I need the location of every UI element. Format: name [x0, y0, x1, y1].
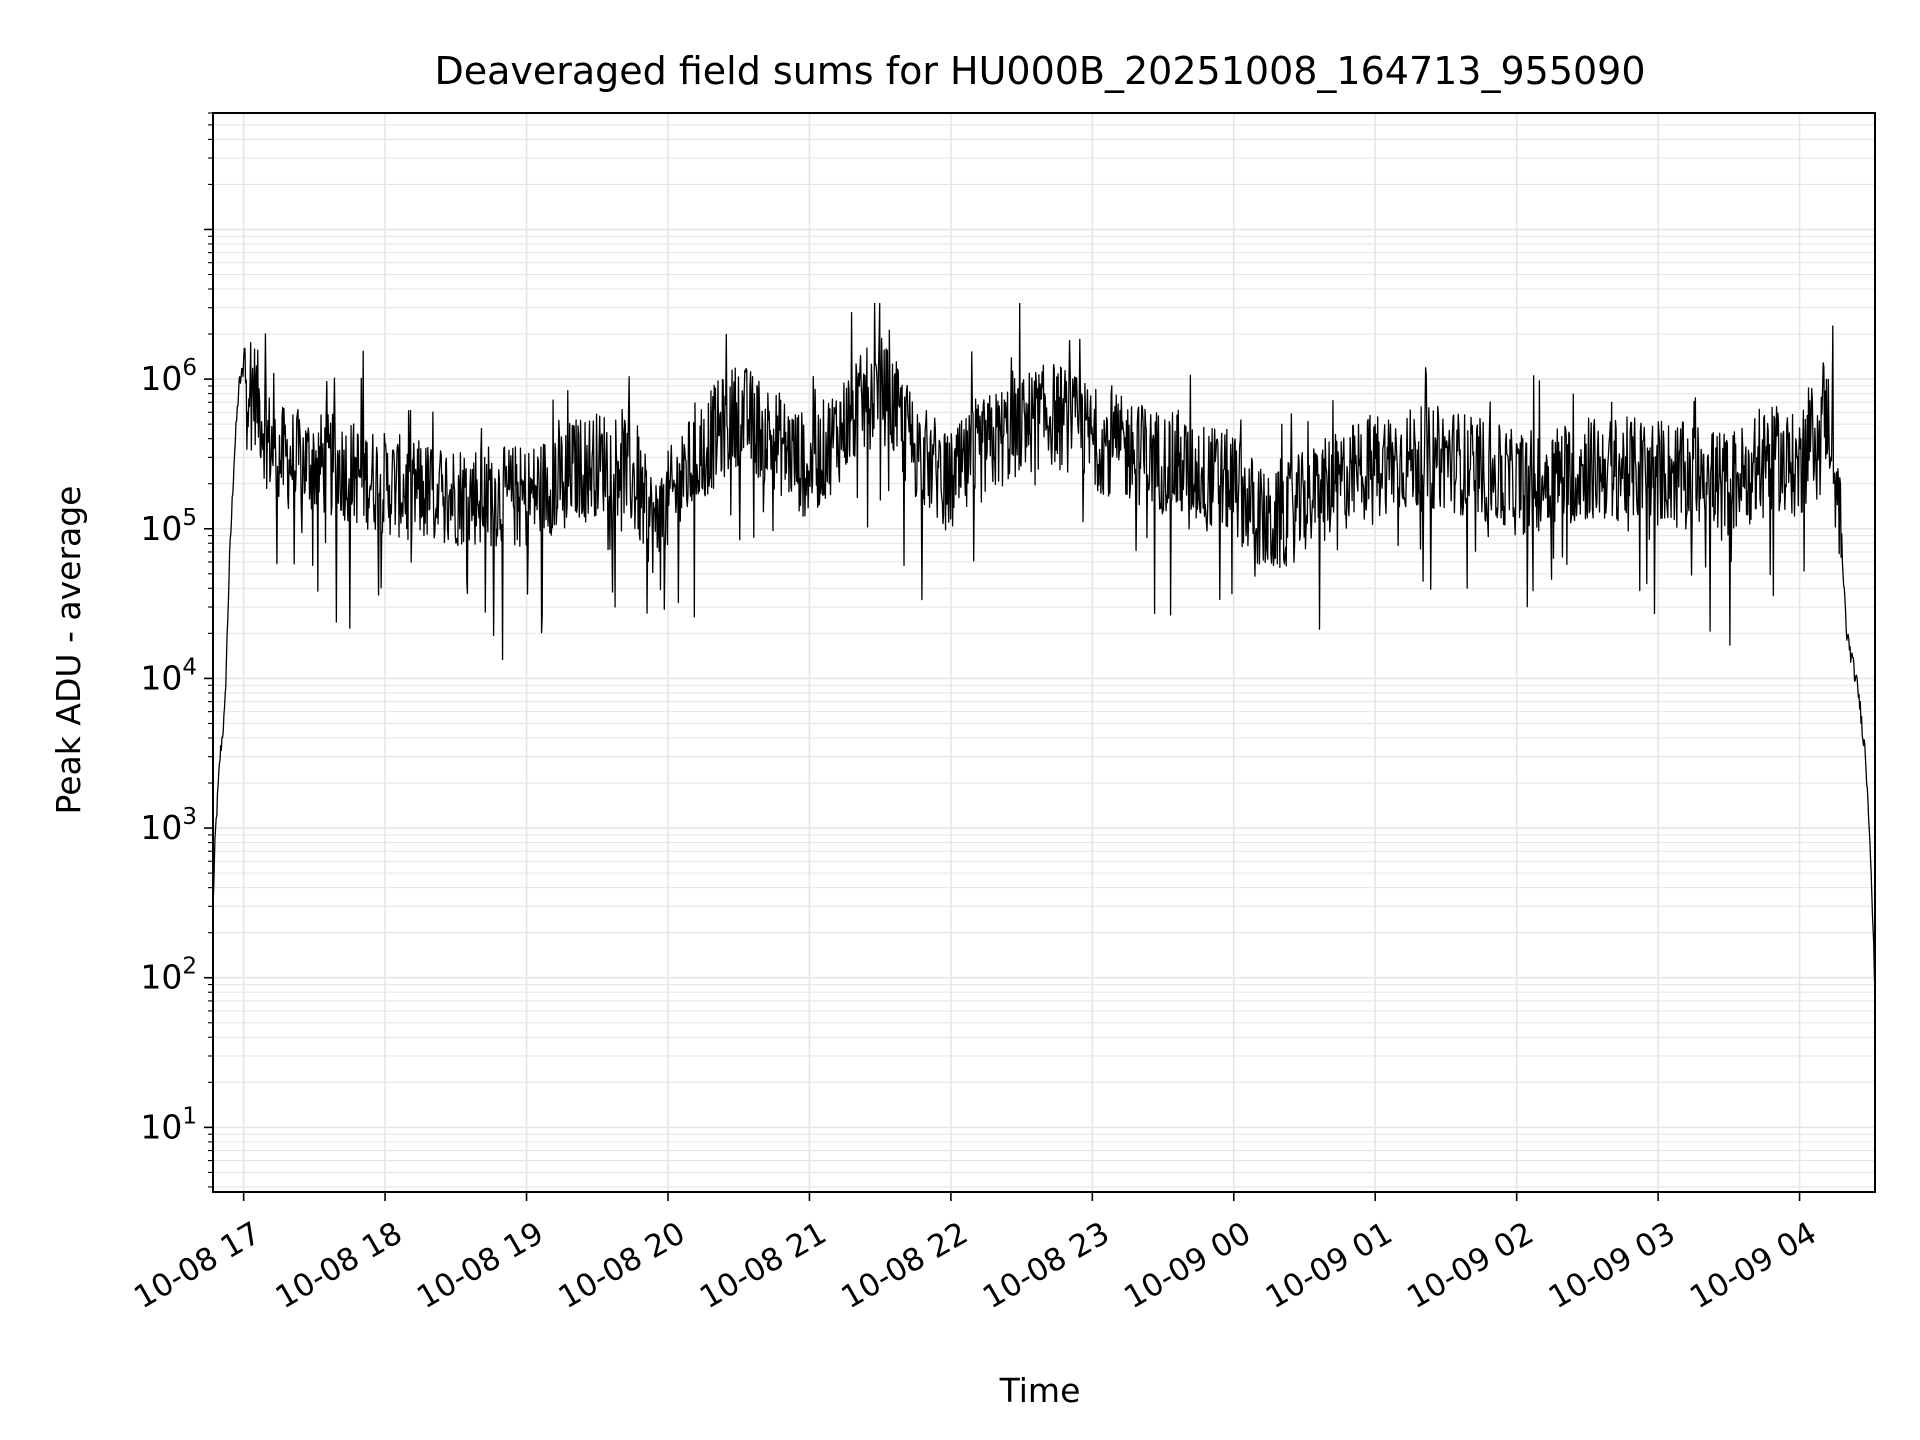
y-tick-label: 105 [140, 505, 197, 548]
y-tick-label: 103 [140, 804, 197, 847]
y-tick-label: 102 [140, 954, 197, 997]
y-tick-label: 104 [140, 654, 197, 697]
y-axis-label: Peak ADU - average [49, 486, 88, 815]
y-tick-label: 106 [140, 355, 197, 398]
series-layer [212, 302, 1876, 992]
series-line [212, 302, 1876, 992]
chart-title: Deaveraged field sums for HU000B_2025100… [434, 49, 1645, 93]
grid-layer [213, 112, 1875, 1192]
y-tick-label: 101 [140, 1103, 197, 1146]
x-axis-label: Time [999, 1371, 1081, 1410]
plot-frame [212, 112, 1876, 1193]
